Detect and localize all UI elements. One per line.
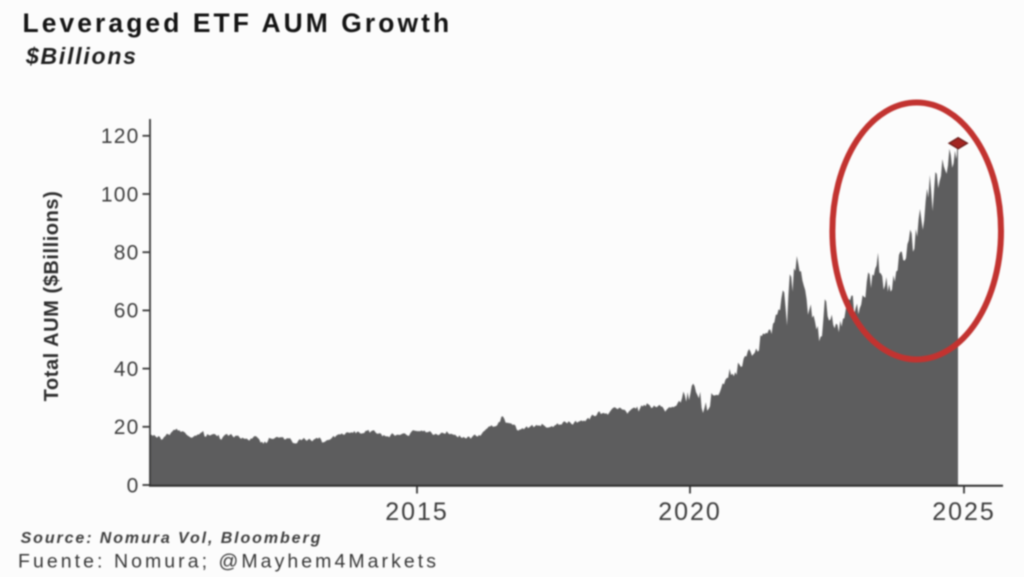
svg-text:Source: Nomura Vol, Bloomberg: Source: Nomura Vol, Bloomberg xyxy=(21,530,323,547)
svg-text:Total AUM ($Billions): Total AUM ($Billions) xyxy=(41,191,63,402)
svg-text:60: 60 xyxy=(114,300,140,323)
svg-text:0: 0 xyxy=(127,474,140,497)
svg-text:120: 120 xyxy=(101,125,140,148)
svg-text:100: 100 xyxy=(101,183,140,206)
svg-text:80: 80 xyxy=(114,242,140,265)
svg-text:2020: 2020 xyxy=(658,498,722,526)
svg-text:20: 20 xyxy=(114,416,140,439)
svg-text:Fuente: Nomura; @Mayhem4Market: Fuente: Nomura; @Mayhem4Markets xyxy=(18,551,439,573)
svg-text:2025: 2025 xyxy=(932,498,996,526)
svg-text:40: 40 xyxy=(114,358,140,381)
svg-text:Leveraged ETF AUM Growth: Leveraged ETF AUM Growth xyxy=(23,8,453,38)
svg-text:$Billions: $Billions xyxy=(25,43,138,69)
svg-text:2015: 2015 xyxy=(385,498,449,526)
